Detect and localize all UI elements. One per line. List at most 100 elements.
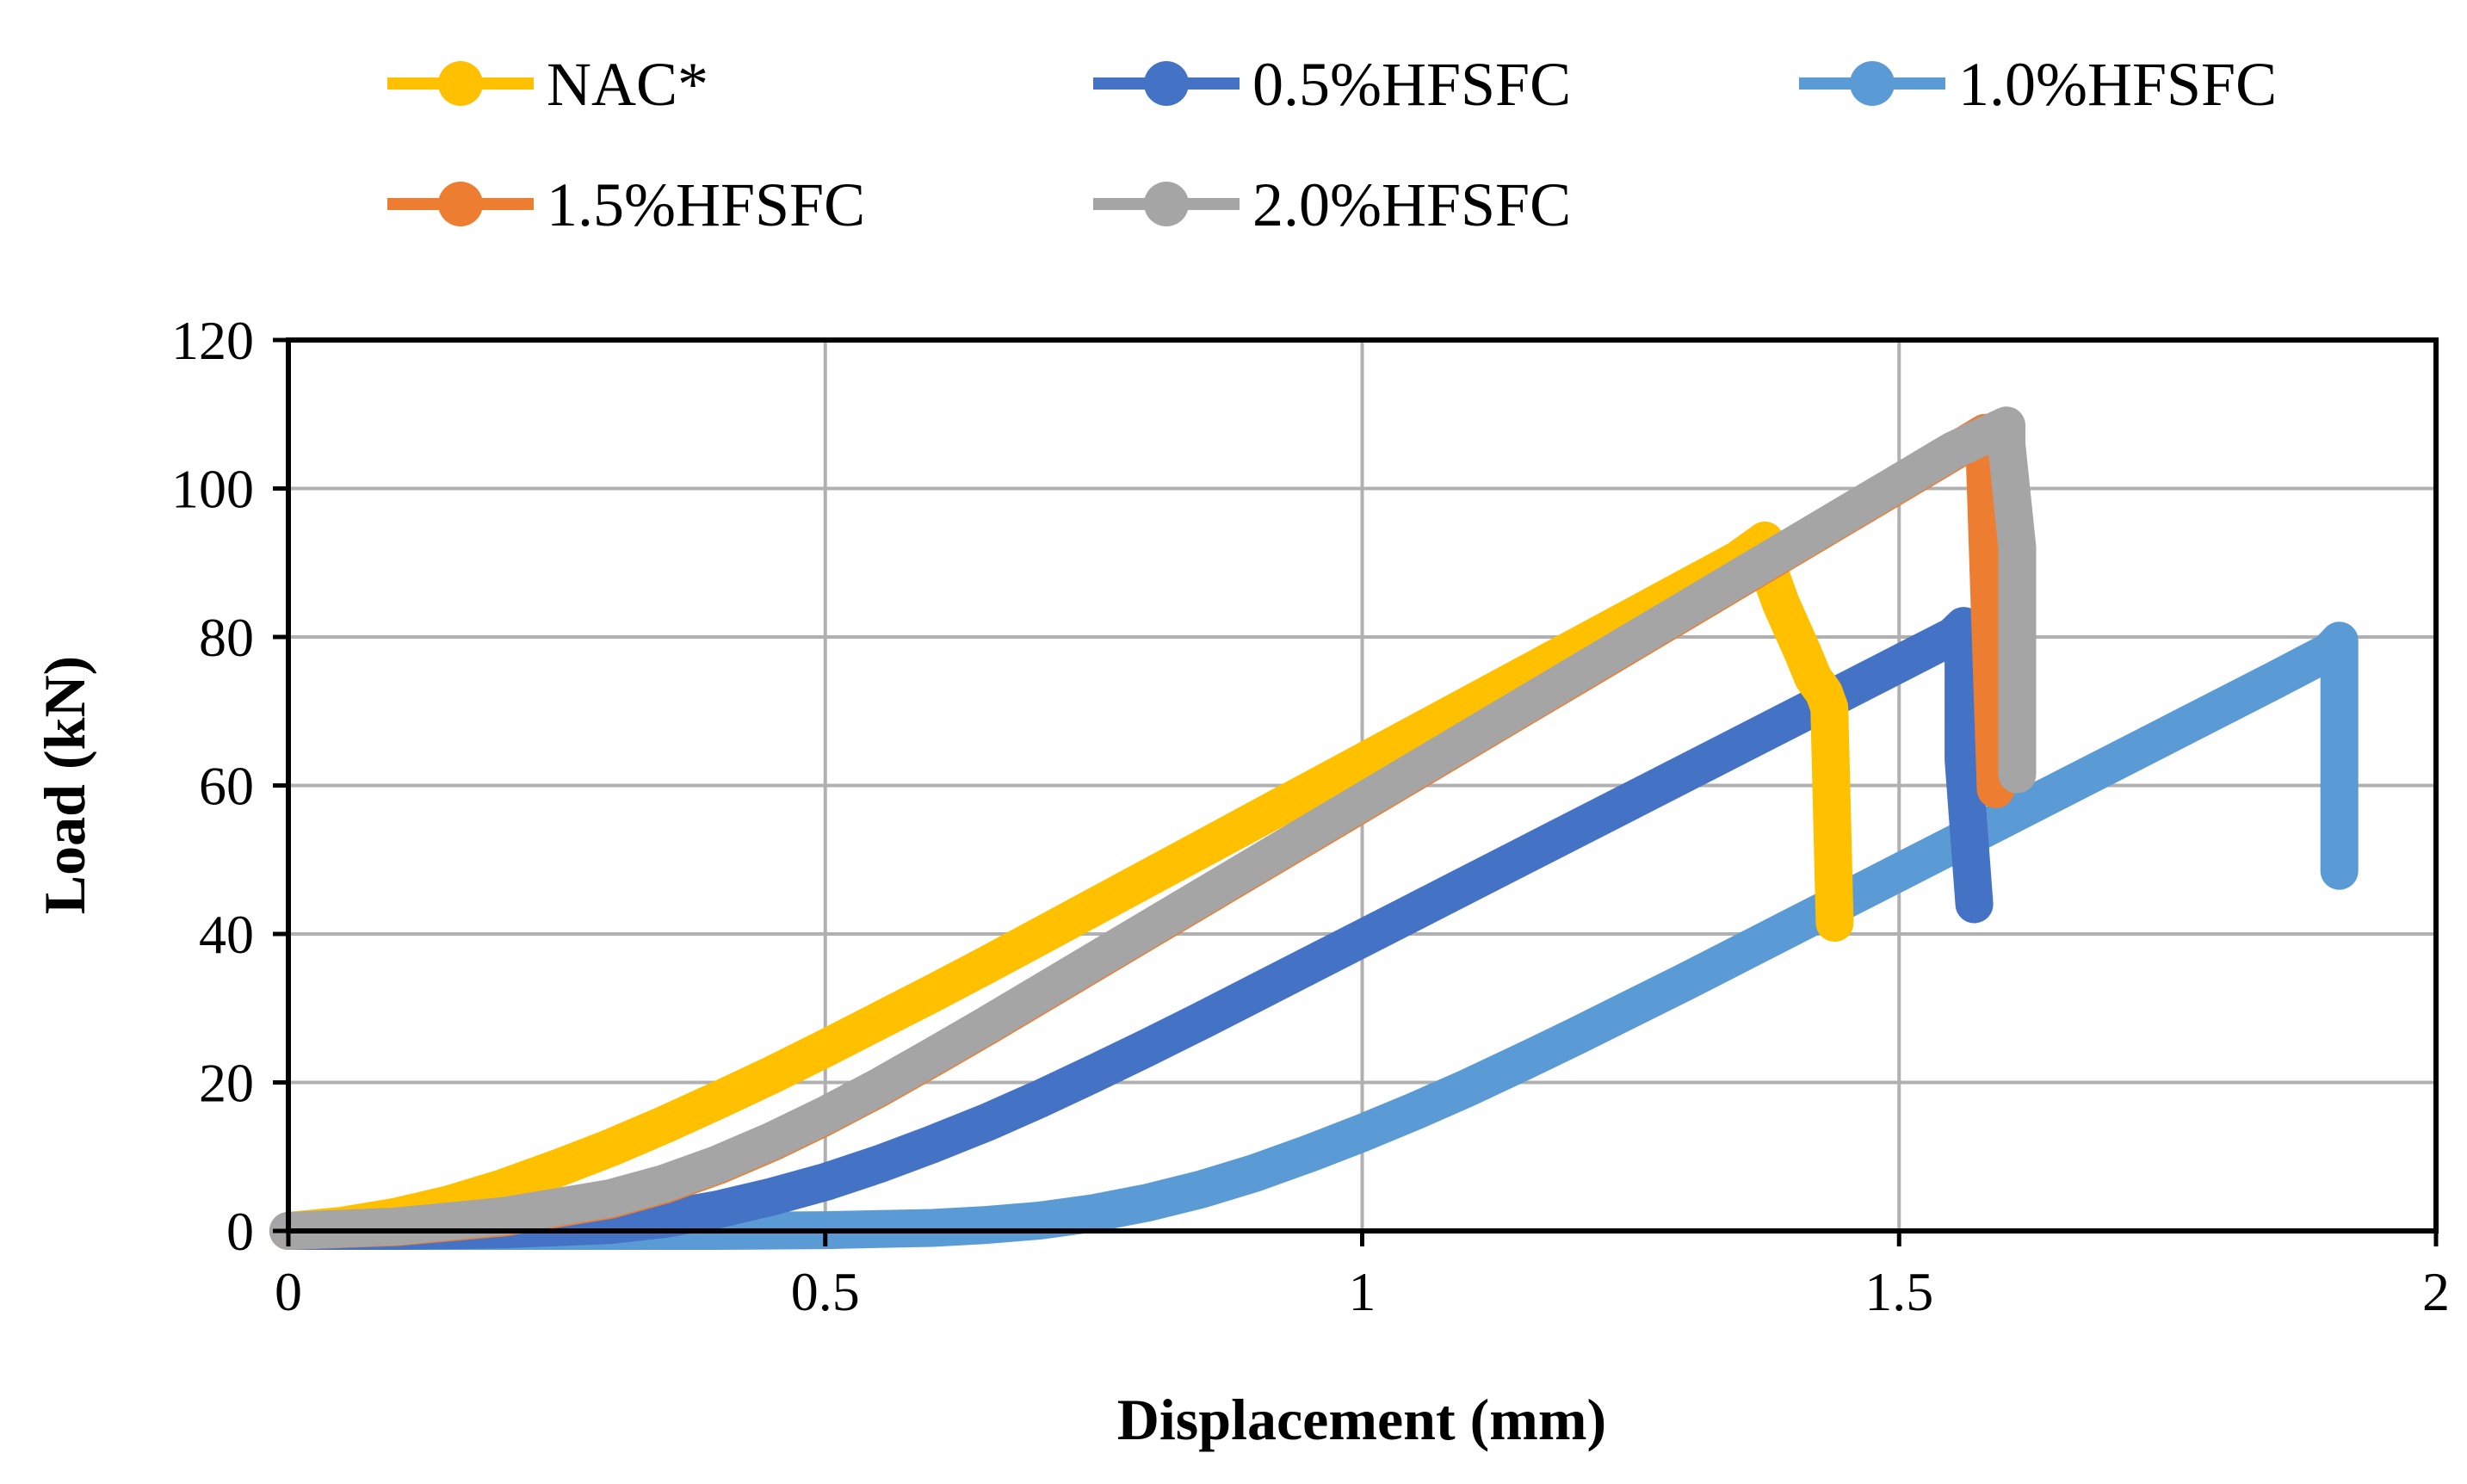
data-point [1613,625,1648,660]
data-point [1560,811,1594,846]
data-point [1817,906,1852,941]
data-point [1506,1044,1541,1079]
y-axis-ticks: 0 20 40 60 80 100 120 [171,310,288,1262]
data-point [1613,783,1648,819]
legend-item-2-0-hfsfc: 2.0%HFSFC [1093,170,1571,239]
data-point [701,1083,735,1118]
data-point [1452,720,1487,756]
y-tick-label: 120 [171,310,254,371]
data-point [754,1057,789,1092]
data-point [1827,497,1863,532]
legend-label: 1.5%HFSFC [547,170,865,239]
data-point [1291,774,1326,809]
data-point [1764,586,1799,621]
data-point [1935,433,1970,468]
data-point [968,1008,1004,1043]
data-point [1957,887,1992,922]
data-point [539,1151,574,1186]
data-point [1237,803,1272,838]
data-point [1774,529,1809,564]
data-point [1398,716,1433,751]
data-point [1184,880,1219,915]
data-point [1946,649,1982,684]
data-point [1506,838,1541,874]
y-tick-label: 0 [226,1201,254,1262]
data-point [2150,717,2186,752]
x-axis-title: Displacement (mm) [1117,1387,1606,1452]
legend-label: 2.0%HFSFC [1252,170,1571,239]
data-point [593,1130,628,1166]
legend-marker [1144,182,1189,226]
data-point [1345,784,1380,819]
data-point [485,1198,521,1234]
x-tick-label: 2 [2422,1261,2450,1322]
data-point [1721,560,1756,596]
data-point [2322,853,2357,888]
y-tick-label: 80 [199,607,254,668]
data-point [1946,697,1982,733]
data-point [1398,893,1433,929]
data-point [1237,848,1272,883]
data-point [1721,728,1756,764]
data-point [862,1147,897,1182]
data-point [1291,816,1326,851]
data-point [1130,912,1165,947]
y-tick-label: 40 [199,904,254,965]
data-point [593,1181,628,1216]
legend-marker [1850,61,1895,106]
data-point [862,1003,897,1038]
legend: NAC* 0.5%HFSFC 1.0%HFSFC 1.5%HFSFC 2.0%HFSFC [387,50,2277,239]
data-point [378,1209,413,1244]
data-point [2000,757,2035,792]
legend-item-1-0-hfsfc: 1.0%HFSFC [1799,50,2277,119]
data-point [1721,937,1756,973]
data-point [1506,689,1541,724]
data-point [1882,646,1917,682]
legend-label: 1.0%HFSFC [1958,50,2277,119]
data-point [1023,1081,1058,1116]
data-point [968,1105,1004,1141]
data-point [2257,663,2292,698]
legend-marker [438,61,483,106]
data-point [1989,426,2024,461]
data-point [968,1208,1004,1243]
series-2-0-hfsfc [269,406,2037,1250]
y-tick-label: 20 [199,1053,254,1114]
series-line-0-5-hfsfc [269,607,1994,1250]
data-point [2322,623,2357,659]
x-tick-label: 0.5 [791,1261,860,1322]
data-point [2000,530,2035,566]
data-point [1184,1172,1219,1207]
data-point [807,1098,843,1133]
legend-item-nac: NAC* [387,50,708,119]
data-point [1989,800,2024,835]
data-point [915,1127,950,1162]
data-point [1130,861,1165,896]
data-point [1023,918,1058,954]
y-tick-label: 60 [199,756,254,817]
x-tick-label: 1.5 [1864,1261,1933,1322]
data-point [807,1165,843,1200]
data-point [1345,921,1380,956]
data-point [1774,701,1809,736]
x-axis-ticks: 0 0.5 1 1.5 2 [275,1231,2450,1322]
data-point [754,1179,789,1215]
data-point [1184,1003,1219,1038]
data-point [1345,1116,1380,1151]
data-point [1076,943,1111,979]
data-point [701,1147,735,1182]
data-point [1130,1030,1165,1065]
data-point [1774,910,1809,945]
legend-marker [438,182,483,226]
data-point [1666,756,1702,791]
data-point [1613,992,1648,1027]
x-tick-label: 1 [1349,1261,1376,1322]
y-axis-title: Load (kN) [32,656,97,914]
data-point [1452,866,1487,901]
data-point [1345,745,1380,780]
data-point [807,1030,843,1066]
data-point [1076,1056,1111,1091]
data-point [646,1107,682,1142]
data-point [915,1210,950,1246]
data-point [1237,976,1272,1011]
